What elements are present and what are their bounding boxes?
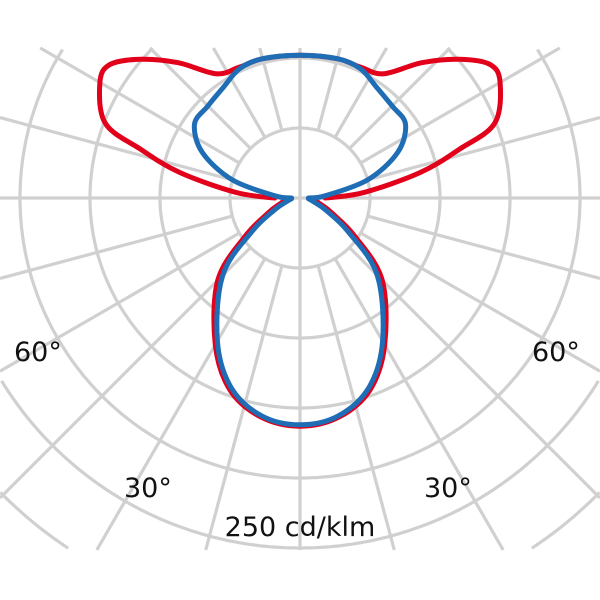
grid-spoke [367, 116, 600, 182]
grid-spoke [0, 231, 241, 373]
grid-spoke [359, 231, 600, 373]
grid-spoke [212, 47, 267, 139]
series-1-lower-lobe [214, 196, 386, 428]
grid-ring [88, 47, 512, 410]
grid-spoke [148, 46, 252, 150]
series-1-upper-lobe [191, 52, 409, 201]
angle-label-30-right: 30° [424, 473, 472, 504]
grid-spoke [95, 257, 267, 551]
grid-ring [0, 491, 600, 550]
grid-ring [0, 380, 600, 550]
grid-spoke [316, 47, 342, 131]
grid-spoke [348, 46, 452, 150]
intensity-curves [96, 52, 504, 429]
scale-label: 250 cd/klm [225, 512, 376, 543]
grid-spoke [333, 257, 505, 551]
grid-spoke [367, 214, 600, 280]
grid-spoke [0, 116, 233, 182]
angle-label-60-left: 60° [14, 337, 62, 368]
grid-spoke [359, 46, 561, 165]
grid-ring [18, 48, 582, 480]
polar-grid [0, 46, 600, 551]
grid-spoke [0, 246, 252, 500]
grid-spoke [333, 47, 388, 139]
grid-spoke [258, 47, 284, 131]
angle-label-60-right: 60° [532, 337, 580, 368]
grid-spoke [348, 246, 600, 500]
angle-label-30-left: 30° [124, 473, 172, 504]
grid-spoke [0, 214, 233, 280]
grid-spoke [39, 46, 241, 165]
